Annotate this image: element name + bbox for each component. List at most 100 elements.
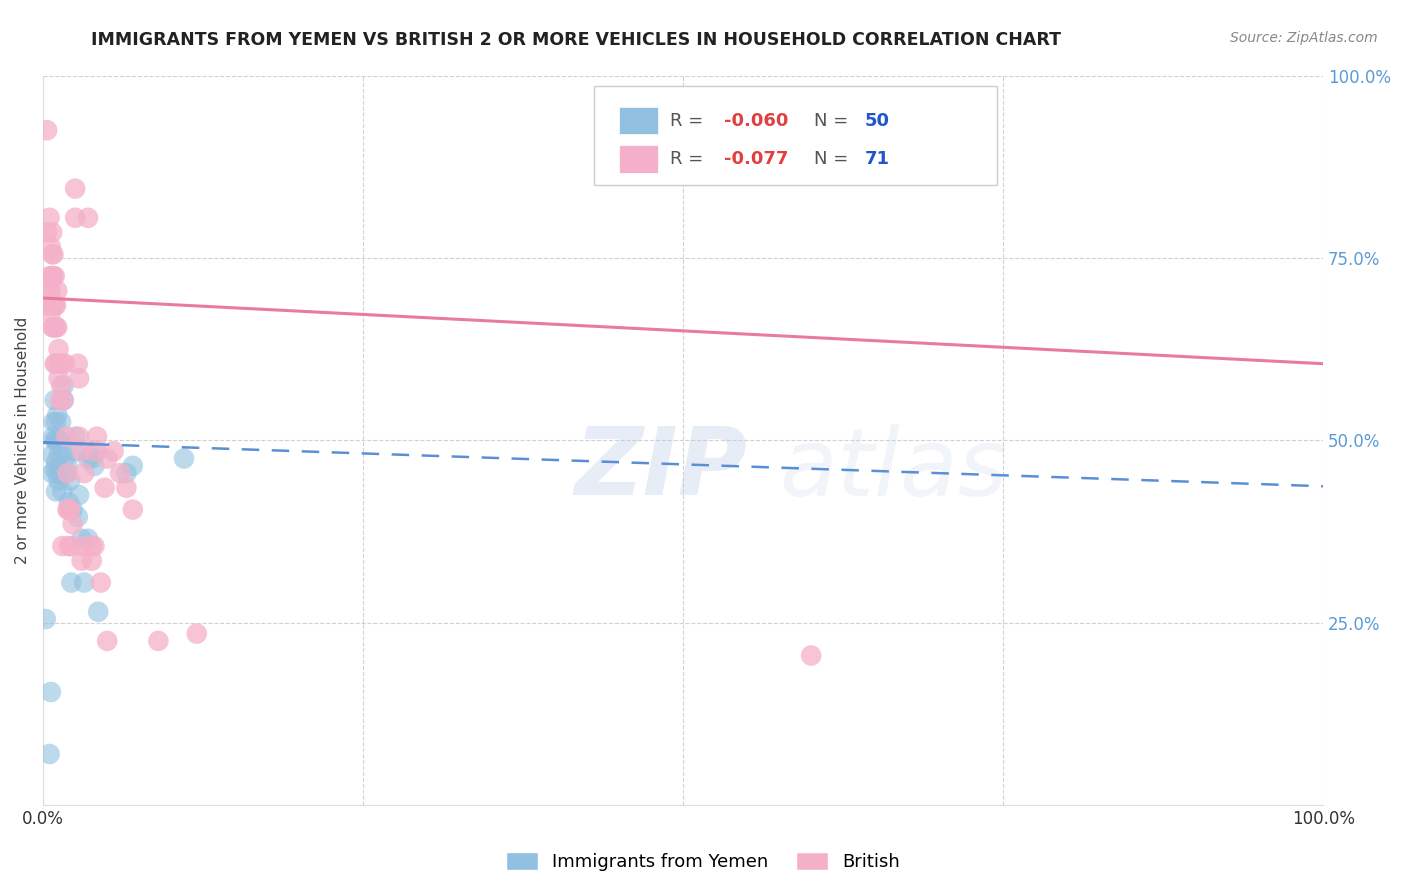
FancyBboxPatch shape [593,87,997,185]
Point [70,554,93,568]
Point [52,393,75,408]
Point [48,474,70,488]
Y-axis label: 2 or more Vehicles in Household: 2 or more Vehicles in Household [15,317,30,564]
Point [41,466,63,480]
Point [52,378,75,392]
Point [38,747,60,761]
Point [83,539,105,553]
Text: IMMIGRANTS FROM YEMEN VS BRITISH 2 OR MORE VEHICLES IN HOUSEHOLD CORRELATION CHA: IMMIGRANTS FROM YEMEN VS BRITISH 2 OR MO… [91,31,1062,49]
Point [96,634,118,648]
Point [67,371,90,385]
Point [103,444,125,458]
Point [121,502,143,516]
Point [53,451,76,466]
Point [63,211,86,225]
Point [77,532,100,546]
Point [73,575,96,590]
Point [46,434,69,448]
Point [46,284,69,298]
Point [42,247,65,261]
Point [66,357,89,371]
Text: 50: 50 [865,112,890,129]
Point [42,269,65,284]
Point [96,451,118,466]
Point [77,451,100,466]
Point [173,451,195,466]
Point [45,434,67,448]
Point [42,320,65,334]
Point [37,298,59,312]
Text: -0.060: -0.060 [724,112,789,129]
Point [52,393,75,408]
Point [45,415,67,429]
Point [46,320,69,334]
Point [49,357,72,371]
Point [46,408,69,422]
Point [58,539,80,553]
Point [63,444,86,458]
Point [108,466,131,480]
Point [42,298,65,312]
Point [49,434,72,448]
Point [35,226,58,240]
Point [90,575,112,590]
Point [83,458,105,473]
Point [62,517,84,532]
Point [45,484,67,499]
Point [51,539,73,553]
Point [44,269,66,284]
Point [59,502,82,516]
Point [58,502,80,516]
Point [35,612,58,626]
Point [37,284,59,298]
Point [51,444,73,458]
FancyBboxPatch shape [619,107,658,135]
Point [70,539,93,553]
Point [62,502,84,516]
Point [48,448,70,462]
Point [63,181,86,195]
Point [44,298,66,312]
Point [45,320,67,334]
Point [45,357,67,371]
Point [38,269,60,284]
Point [186,626,208,640]
Text: -0.077: -0.077 [724,150,789,169]
Point [45,298,67,312]
Point [67,488,90,502]
Point [66,509,89,524]
Point [42,430,65,444]
Point [53,357,76,371]
Point [39,305,62,319]
Point [51,484,73,499]
Point [49,378,72,392]
Point [93,481,115,495]
Point [800,648,823,663]
Text: R =: R = [671,150,710,169]
Point [67,430,90,444]
Point [41,320,63,334]
Point [45,455,67,469]
Point [148,634,170,648]
Point [48,342,70,356]
Point [115,466,138,480]
Point [56,502,79,516]
Point [49,415,72,429]
Point [41,448,63,462]
Point [80,539,103,553]
Point [55,466,77,480]
Point [59,474,82,488]
Point [44,320,66,334]
Point [44,462,66,476]
Point [80,554,103,568]
Point [38,298,60,312]
Point [56,466,79,480]
Point [51,357,73,371]
Text: R =: R = [671,112,710,129]
Legend: Immigrants from Yemen, British: Immigrants from Yemen, British [498,846,908,879]
Point [39,240,62,254]
Text: N =: N = [814,150,853,169]
Point [73,466,96,480]
Point [41,226,63,240]
Point [48,371,70,385]
